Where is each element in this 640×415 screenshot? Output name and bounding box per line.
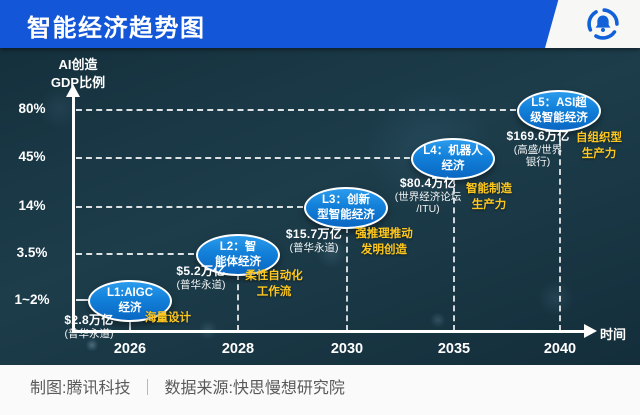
footer-credit-bar: 制图:腾讯科技 ｜ 数据来源:快思慢想研究院 [0, 365, 640, 415]
bubble-l3-innovative-economy: L3：创新 型智能经济 [304, 187, 388, 229]
dashed-hline-3-5pct [76, 253, 194, 255]
dashed-hline-14pct [76, 206, 303, 208]
x-tick-2030: 2030 [330, 341, 364, 357]
dashed-vline-2040 [559, 130, 561, 331]
x-tick-2026: 2026 [113, 341, 147, 357]
dashed-vline-2030 [346, 227, 348, 331]
bubble-l2-agent-economy: L2：智 能体经济 [196, 234, 280, 276]
tencent-tech-logo-icon [587, 8, 619, 40]
feature-l1: 海量设计 [145, 312, 191, 324]
y-axis [72, 96, 75, 331]
page-title: 智能经济趋势图 [27, 15, 206, 42]
dashed-vline-2035 [453, 178, 455, 331]
x-tick-2040: 2040 [543, 341, 577, 357]
value-l2: $5.2万亿 (普华永道) [176, 264, 226, 291]
y-axis-arrow-icon [66, 84, 80, 97]
x-tick-2035: 2035 [437, 341, 471, 357]
dashed-hline-45pct [76, 157, 410, 159]
y-tick-45pct: 45% [18, 149, 46, 164]
feature-l2: 柔性自动化 工作流 [245, 270, 303, 298]
x-axis [72, 330, 586, 333]
dashed-vline-2028 [237, 274, 239, 331]
header-bar: 智能经济趋势图 [0, 0, 640, 48]
footer-separator: ｜ [139, 380, 156, 397]
dashed-vline-2026 [129, 320, 131, 331]
y-tick-80pct: 80% [18, 101, 46, 116]
value-l4: $80.4万亿 (世界经济论坛 /ITU) [394, 176, 462, 216]
value-l5: $169.6万亿 (高盛/世界 银行) [506, 129, 570, 169]
footer-credit: 制图:腾讯科技 [30, 380, 131, 397]
x-tick-2028: 2028 [221, 341, 255, 357]
bubble-l5-asi-economy: L5：ASI超 级智能经济 [517, 90, 601, 132]
y-axis-label: AI创造 GDP比例 [50, 57, 106, 91]
footer-source: 数据来源:快思慢想研究院 [164, 380, 345, 397]
x-axis-label: 时间 [600, 327, 627, 342]
x-axis-arrow-icon [584, 324, 597, 338]
logo-corner [545, 0, 640, 48]
dashed-hline-80pct [76, 109, 516, 111]
feature-l4: 智能制造 生产力 [466, 183, 512, 211]
y-tick-3-5pct: 3.5% [16, 245, 48, 260]
value-l1: $2.8万亿 (普华永道) [64, 313, 114, 340]
bubble-l1-aigc-economy: L1:AIGC 经济 [88, 280, 172, 322]
y-tick-14pct: 14% [18, 198, 46, 213]
feature-l5: 自组织型 生产力 [576, 132, 622, 160]
value-l3: $15.7万亿 (普华永道) [285, 227, 343, 254]
y-tick-1-2pct: 1~2% [14, 292, 50, 307]
bubble-l4-robot-economy: L4：机器人 经济 [411, 138, 495, 180]
dashed-hline-1-2pct [76, 299, 88, 301]
feature-l3: 强推理推动 发明创造 [355, 228, 413, 256]
